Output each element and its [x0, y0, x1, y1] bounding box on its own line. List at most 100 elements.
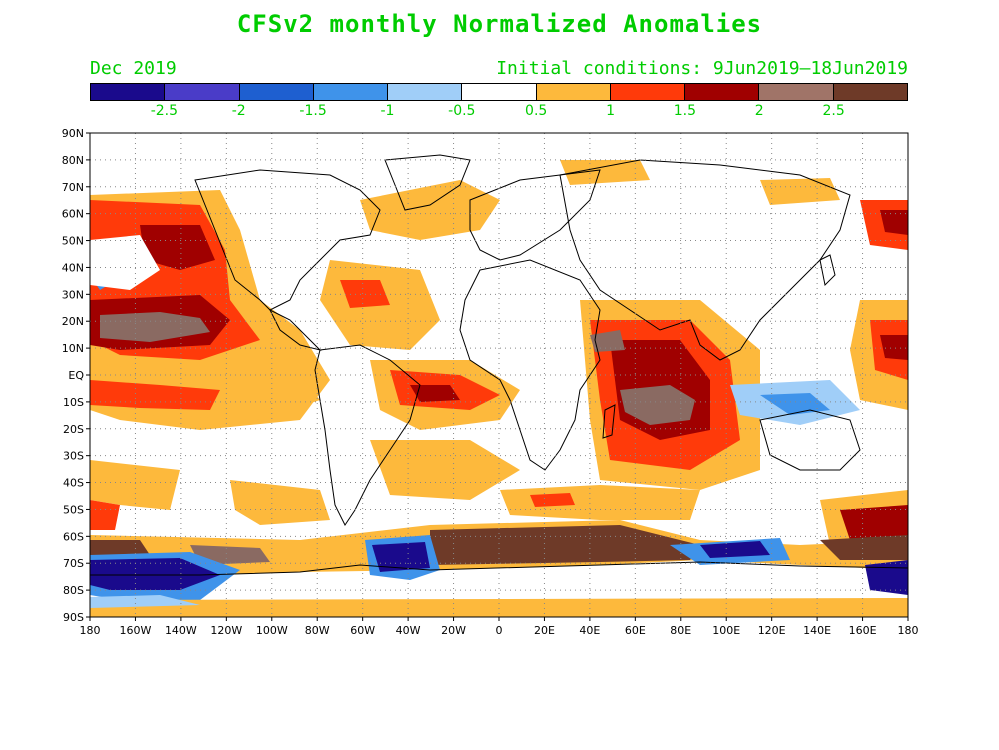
colorbar-segment — [165, 84, 240, 100]
longitude-label: 60E — [625, 624, 646, 637]
latitude-label: 10N — [62, 342, 84, 355]
gridlines — [90, 133, 908, 617]
japan-outline — [819, 254, 836, 287]
colorbar-segment — [313, 84, 389, 100]
latitude-label: 90N — [62, 127, 84, 140]
anomaly-region — [590, 330, 625, 352]
longitude-label: 140W — [165, 624, 197, 637]
anomaly-region — [370, 440, 520, 500]
longitude-label: 140E — [803, 624, 831, 637]
anomaly-fields — [90, 160, 908, 617]
anomaly-region — [620, 385, 695, 425]
longitude-label: 120W — [210, 624, 242, 637]
latitude-label: 20N — [62, 315, 84, 328]
anomaly-region — [880, 335, 908, 360]
colorbar-segment — [833, 84, 907, 100]
colorbar-labels: -2.5 -2 -1.5 -1 -0.5 0.5 1 1.5 2 2.5 — [90, 103, 908, 121]
colorbar-label: 1.5 — [673, 103, 697, 119]
anomaly-region — [560, 160, 650, 185]
greenland-outline — [384, 154, 471, 211]
coastlines — [90, 154, 908, 576]
anomaly-region — [530, 493, 575, 507]
longitude-label: 60W — [350, 624, 375, 637]
longitude-label: 100E — [712, 624, 740, 637]
anomaly-region — [880, 210, 908, 235]
anomaly-region — [820, 535, 908, 560]
initial-conditions: Initial conditions: 9Jun2019–18Jun2019 — [496, 58, 908, 79]
longitude-label: 40W — [396, 624, 421, 637]
longitude-axis: 180 160W 140W 120W 100W 80W 60W 40W 20W 0 20E 40E 60… — [80, 617, 919, 637]
anomaly-region — [372, 542, 430, 572]
anomaly-region — [840, 505, 908, 540]
map-title: CFSv2 monthly Normalized Anomalies — [236, 10, 763, 38]
colorbar-label: -1.5 — [299, 103, 327, 119]
colorbar-segment — [239, 84, 314, 100]
latitude-label: 10S — [63, 396, 84, 409]
longitude-label: 20E — [534, 624, 555, 637]
latitude-label: 20S — [63, 423, 84, 436]
latitude-label: EQ — [68, 369, 84, 382]
latitude-label: 80S — [63, 584, 84, 597]
colorbar-segment — [388, 84, 463, 100]
longitude-label: 160E — [849, 624, 877, 637]
colorbar-segment — [685, 84, 760, 100]
colorbar-label: 2.5 — [822, 103, 845, 119]
anomaly-region — [865, 560, 908, 595]
latitude-label: 80N — [62, 154, 84, 167]
anomaly-region — [90, 235, 160, 290]
latitude-label: 90S — [63, 611, 84, 624]
colorbar-label: 1 — [606, 103, 615, 119]
colorbar-label: 0.5 — [525, 103, 548, 119]
latitude-label: 60N — [62, 208, 84, 221]
longitude-label: 20W — [441, 624, 466, 637]
anomaly-region — [90, 595, 200, 608]
anomaly-region — [90, 598, 908, 617]
anomaly-region — [100, 312, 210, 342]
colorbar-label: 2 — [754, 103, 764, 119]
anomaly-region — [500, 485, 700, 520]
anomaly-region — [90, 460, 180, 510]
latitude-label: 70N — [62, 181, 84, 194]
anomaly-region — [360, 180, 500, 240]
latitude-label: 60S — [63, 530, 84, 543]
longitude-label: 40E — [579, 624, 600, 637]
longitude-label: 80W — [305, 624, 330, 637]
colorbar-segment — [536, 84, 611, 100]
latitude-label: 30S — [63, 450, 84, 463]
colorbar-label: -1 — [380, 103, 395, 119]
latitude-label: 70S — [63, 557, 84, 570]
forecast-month: Dec 2019 — [90, 58, 177, 79]
latitude-label: 40S — [63, 477, 84, 490]
anomaly-region — [140, 225, 215, 270]
anomaly-region — [230, 480, 330, 525]
madagascar-outline — [602, 404, 616, 439]
africa-outline — [459, 259, 601, 471]
anomaly-region — [90, 558, 220, 590]
longitude-label: 160W — [120, 624, 152, 637]
antarctica-outline — [90, 561, 908, 576]
colorbar — [90, 83, 908, 101]
australia-outline — [759, 409, 861, 471]
longitude-label: 0 — [496, 624, 503, 637]
asia-outline — [559, 159, 851, 361]
colorbar-segment — [91, 84, 166, 100]
colorbar-segment — [610, 84, 686, 100]
anomaly-region — [760, 178, 840, 205]
colorbar-label: -2 — [231, 103, 246, 119]
longitude-label: 180 — [80, 624, 101, 637]
anomaly-region — [700, 541, 770, 558]
colorbar-segment — [462, 84, 537, 100]
anomaly-region — [410, 385, 460, 402]
longitude-label: 100W — [256, 624, 288, 637]
colorbar-segment — [759, 84, 834, 100]
south-america-outline — [314, 344, 421, 526]
anomaly-region — [760, 393, 830, 415]
north-america-outline — [194, 169, 381, 311]
latitude-label: 50N — [62, 235, 84, 248]
anomaly-region — [90, 500, 120, 530]
europe-outline — [469, 169, 601, 261]
anomaly-region — [430, 525, 700, 565]
latitude-axis: 90N 80N 70N 60N 50N 40N 30N 20N 10N EQ 10S 20S 30S 40… — [62, 127, 90, 624]
longitude-label: 180 — [898, 624, 919, 637]
